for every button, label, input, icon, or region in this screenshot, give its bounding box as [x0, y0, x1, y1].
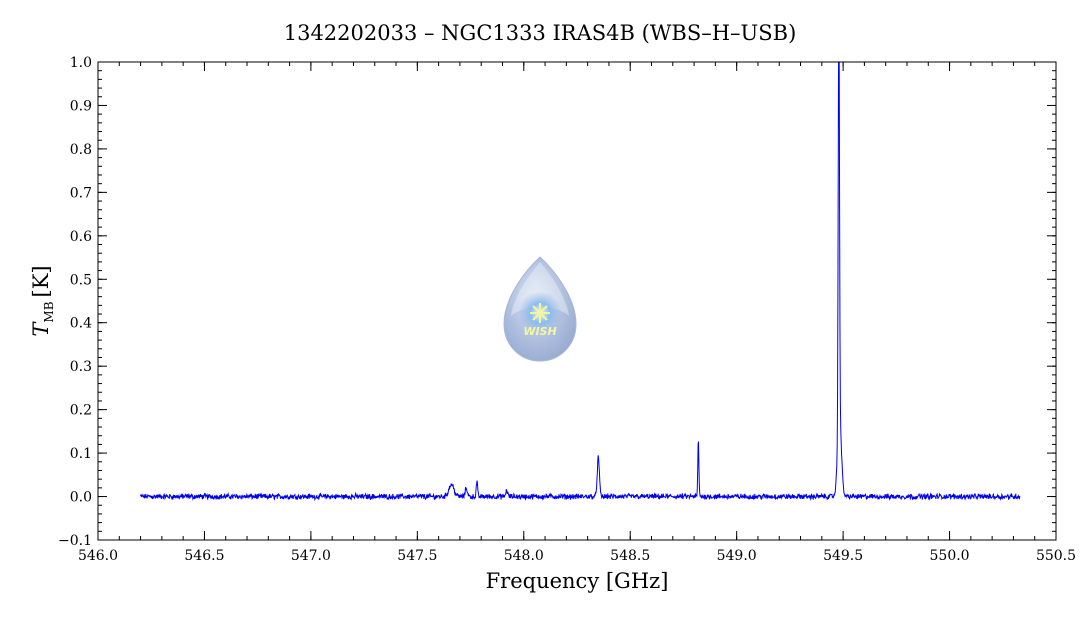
x-tick-labels: 546.0 546.5 547.0 547.5 548.0 548.5 549.0 549.5… — [78, 548, 1076, 564]
chart-title: 1342202033 – NGC1333 IRAS4B (WBS–H–USB) — [284, 21, 797, 45]
y-axis-title-main: T — [29, 321, 53, 337]
x-tick-label: 546.0 — [78, 548, 118, 564]
x-tick-label: 548.0 — [504, 548, 544, 564]
y-tick-label: 1.0 — [70, 55, 92, 71]
y-tick-label: 0.1 — [70, 446, 92, 462]
y-tick-label: 0.2 — [70, 403, 92, 419]
x-tick-label: 548.5 — [610, 548, 650, 564]
y-tick-label: 0.9 — [70, 98, 92, 114]
y-tick-label: 0.5 — [70, 272, 92, 288]
x-axis-title: Frequency [GHz] — [486, 569, 669, 593]
y-tick-label: 0.3 — [70, 359, 92, 375]
x-tick-label: 549.0 — [717, 548, 757, 564]
y-tick-label: 0.4 — [70, 316, 92, 332]
x-tick-label: 547.5 — [397, 548, 437, 564]
y-tick-label: −0.1 — [58, 533, 92, 549]
x-tick-label: 549.5 — [823, 548, 863, 564]
y-tick-label: 0.0 — [70, 490, 92, 506]
y-tick-labels: −0.1 0.0 0.1 0.2 0.3 0.4 0.5 0.6 0.7 0.8 0.9 1.0 — [58, 55, 92, 549]
star-icon — [530, 303, 550, 323]
logo-text: WISH — [523, 325, 556, 338]
x-tick-label: 547.0 — [291, 548, 331, 564]
plot-frame — [97, 61, 1057, 541]
svg-text:TMB[K]: TMB [K] — [29, 265, 56, 336]
y-axis-title: TMB [K] — [29, 265, 56, 336]
y-tick-label: 0.8 — [70, 142, 92, 158]
wish-logo: WISH — [503, 256, 577, 362]
spectrum-series-line — [140, 62, 1021, 502]
y-axis-title-unit: [K] — [29, 265, 53, 297]
y-tick-label: 0.6 — [70, 229, 92, 245]
y-tick-label: 0.7 — [70, 185, 92, 201]
x-tick-label: 550.5 — [1036, 548, 1076, 564]
axis-ticks — [97, 61, 1057, 541]
y-axis-title-sub: MB — [42, 301, 56, 322]
x-tick-label: 546.5 — [184, 548, 224, 564]
x-tick-label: 550.0 — [930, 548, 970, 564]
